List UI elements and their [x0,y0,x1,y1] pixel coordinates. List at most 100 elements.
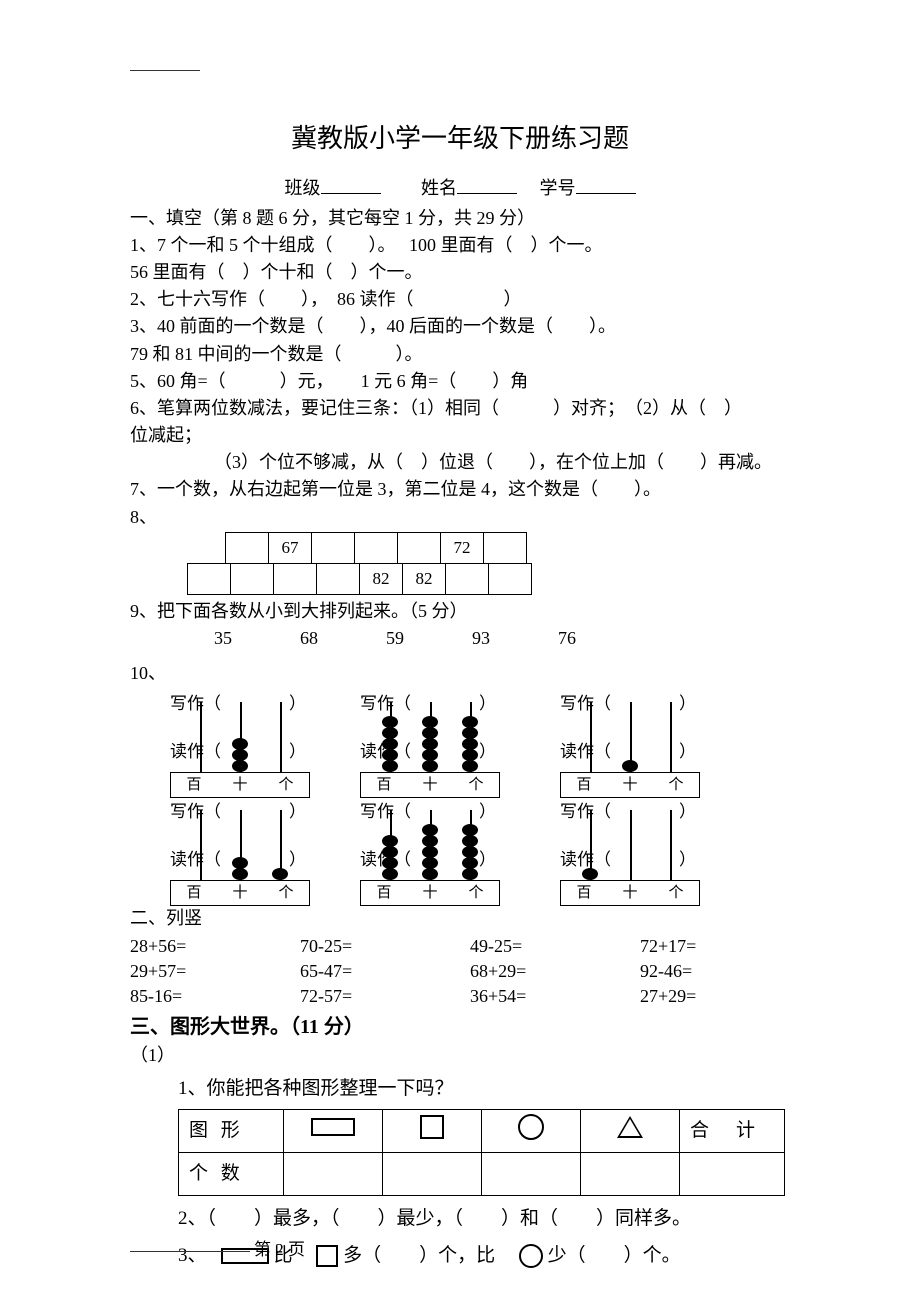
th-count: 个 数 [179,1152,284,1195]
count-cell[interactable] [482,1152,581,1195]
num: 35 [214,626,232,651]
top-rule [130,70,200,71]
equation: 65-47= [300,959,450,984]
s1-q6a: 6、笔算两位数减法，要记住三条：（1）相同（ ）对齐； （2）从（ ） [130,396,790,421]
s1-q1b: 56 里面有（ ）个十和（ ）个一。 [130,260,790,285]
rectangle-icon [311,1118,355,1136]
abacus: 写作（ ）读作（ ）百十个 [560,800,760,872]
s1-q6c: （3）个位不够减，从（ ）位退（ ），在个位上加（ ）再减。 [214,450,790,475]
equation: 36+54= [470,984,620,1009]
circle-icon [519,1244,543,1268]
s1-q7: 7、一个数，从右边起第一位是 3，第二位是 4，这个数是（ ）。 [130,477,790,502]
cell: 67 [268,532,312,564]
cell[interactable] [230,563,274,595]
page-footer: 第 2 页 [130,1238,305,1262]
blank-name[interactable] [457,175,517,194]
abacus: 写作（ ）读作（ ）百十个 [360,800,560,872]
cell[interactable] [316,563,360,595]
cell[interactable] [187,563,231,595]
cell[interactable] [354,532,398,564]
s1-q5: 5、60 角=（ ）元， 1 元 6 角=（ ）角 [130,369,790,394]
q3-c: 多（ ）个，比 [343,1245,495,1266]
section-1: 一、填空（第 8 题 6 分，其它每空 1 分，共 29 分） 1、7 个一和 … [130,206,790,913]
cell: 82 [359,563,403,595]
s1-q8: 8、 [130,505,790,530]
cell[interactable] [273,563,317,595]
cell[interactable] [445,563,489,595]
label-name: 姓名 [421,178,457,198]
s1-q1a: 1、7 个一和 5 个十组成（ ）。 100 里面有（ ）个一。 [130,233,790,258]
num: 68 [300,626,318,651]
s3-sub: （1） [130,1043,790,1068]
blank-id[interactable] [576,175,636,194]
count-cell[interactable] [581,1152,680,1195]
s3-head: 三、图形大世界。（11 分） [130,1013,790,1041]
abacus: 写作（ ）读作（ ）百十个 [560,692,760,764]
square-icon [420,1115,444,1139]
th-total: 合 计 [680,1109,785,1152]
cell[interactable] [225,532,269,564]
cell: 82 [402,563,446,595]
section-3: 三、图形大世界。（11 分） （1） 1、你能把各种图形整理一下吗？ 图 形 合… [130,1013,790,1269]
count-cell[interactable] [284,1152,383,1195]
abacus: 写作（ ）读作（ ）百十个 [360,692,560,764]
s3-q2: 2、（ ）最多，（ ）最少，（ ）和（ ）同样多。 [178,1206,790,1233]
q3-d: 少（ ）个。 [548,1245,681,1266]
s3-q1: 1、你能把各种图形整理一下吗？ [178,1076,790,1103]
equation: 27+29= [640,984,790,1009]
triangle-icon [617,1116,643,1138]
q9-numbers: 35 68 59 93 76 [214,626,790,651]
num: 59 [386,626,404,651]
label-class: 班级 [285,178,321,198]
square-icon [316,1245,338,1267]
equation: 85-16= [130,984,280,1009]
form-line: 班级 姓名 学号 [130,175,790,201]
label-id: 学号 [540,178,576,198]
footer-rule [130,1251,250,1252]
cell[interactable] [397,532,441,564]
num: 76 [558,626,576,651]
cell: 72 [440,532,484,564]
th-triangle [581,1109,680,1152]
num: 93 [472,626,490,651]
equation-rows: 28+56=70-25=49-25=72+17=29+57=65-47=68+2… [130,934,790,1010]
th-rect [284,1109,383,1152]
section-2: 二、列竖 28+56=70-25=49-25=72+17=29+57=65-47… [130,906,790,1009]
page-title: 冀教版小学一年级下册练习题 [130,121,790,157]
cell[interactable] [311,532,355,564]
table-row: 图 形 合 计 [179,1109,785,1152]
s1-head: 一、填空（第 8 题 6 分，其它每空 1 分，共 29 分） [130,206,790,231]
th-shape: 图 形 [179,1109,284,1152]
count-total[interactable] [680,1152,785,1195]
abacus-base: 百十个 [170,772,310,798]
s1-q3a: 3、40 前面的一个数是（ ），40 后面的一个数是（ ）。 [130,314,790,339]
table-row: 个 数 [179,1152,785,1195]
page-number: 第 2 页 [254,1240,305,1259]
abacus-base: 百十个 [360,772,500,798]
abacus-base: 百十个 [170,880,310,906]
equation-row: 85-16= 72-57= 36+54= 27+29= [130,984,790,1009]
q8-row-a: 67 72 [226,532,790,564]
blank-class[interactable] [321,175,381,194]
s1-q3b: 79 和 81 中间的一个数是（ ）。 [130,342,790,367]
s1-q6b: 位减起； [130,423,790,448]
s1-q10: 10、 [130,661,790,686]
equation: 28+56= [130,934,280,959]
equation: 92-46= [640,959,790,984]
equation: 72+17= [640,934,790,959]
circle-icon [518,1114,544,1140]
th-square [383,1109,482,1152]
abacus: 写作（ ）读作（ ）百十个 [170,800,370,872]
equation: 70-25= [300,934,450,959]
th-circle [482,1109,581,1152]
cell[interactable] [488,563,532,595]
cell[interactable] [483,532,527,564]
equation-row: 28+56= 70-25= 49-25= 72+17= [130,934,790,959]
equation: 68+29= [470,959,620,984]
equation: 49-25= [470,934,620,959]
count-cell[interactable] [383,1152,482,1195]
q8-row-b: 82 82 [188,563,790,595]
abacus-base: 百十个 [560,772,700,798]
equation: 72-57= [300,984,450,1009]
s1-q9: 9、把下面各数从小到大排列起来。（5 分） [130,599,790,624]
